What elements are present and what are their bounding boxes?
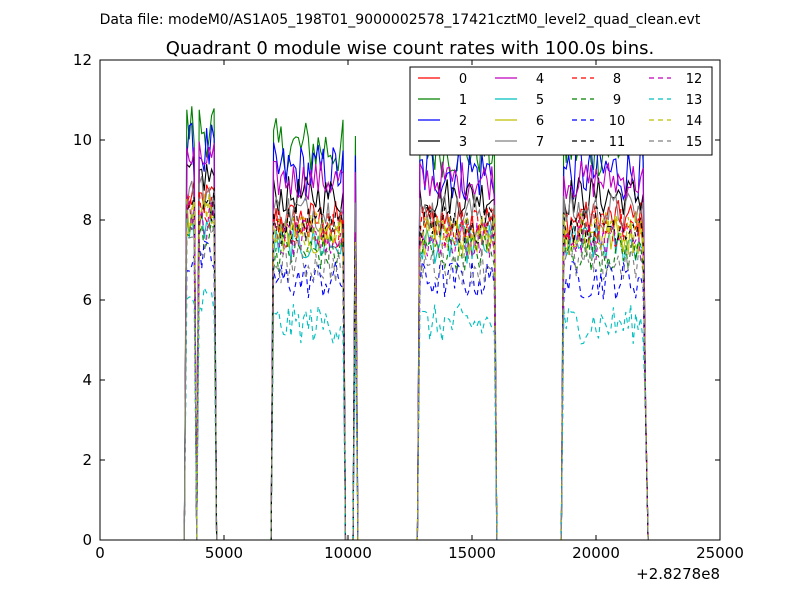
- series-line-9: [181, 215, 649, 541]
- plot-lines: [181, 106, 649, 541]
- series-line-15: [181, 223, 649, 541]
- x-tick-label: 0: [95, 544, 105, 562]
- series-line-4: [181, 141, 649, 541]
- legend-label: 4: [536, 72, 544, 87]
- legend-label: 14: [686, 114, 703, 129]
- x-tick-label: 20000: [572, 544, 620, 562]
- legend-label: 7: [536, 135, 544, 150]
- y-tick-label: 10: [73, 131, 92, 149]
- data-file-caption: Data file: modeM0/AS1A05_198T01_90000025…: [100, 12, 701, 28]
- series-line-8: [181, 190, 649, 541]
- legend-label: 15: [686, 135, 703, 150]
- y-tick-label: 6: [82, 291, 92, 309]
- y-tick-label: 8: [82, 211, 92, 229]
- legend-label: 12: [686, 72, 703, 87]
- legend-label: 1: [459, 93, 467, 108]
- legend-label: 6: [536, 114, 544, 129]
- y-tick-label: 2: [82, 451, 92, 469]
- legend-label: 3: [459, 135, 467, 150]
- legend-label: 8: [613, 72, 621, 87]
- y-tick-label: 12: [73, 51, 92, 69]
- x-tick-label: 10000: [324, 544, 372, 562]
- legend-label: 9: [613, 93, 621, 108]
- legend-label: 0: [459, 72, 467, 87]
- legend-label: 5: [536, 93, 544, 108]
- x-offset-label: +2.8278e8: [636, 565, 720, 583]
- series-line-13: [181, 285, 649, 541]
- x-tick-label: 25000: [696, 544, 744, 562]
- x-tick-label: 5000: [205, 544, 243, 562]
- series-line-6: [181, 196, 649, 541]
- legend-label: 2: [459, 114, 467, 129]
- legend-box: [409, 66, 713, 156]
- x-tick-label: 15000: [448, 544, 496, 562]
- legend-label: 10: [609, 114, 626, 129]
- legend-label: 11: [609, 135, 626, 150]
- series-line-10: [181, 240, 649, 541]
- chart-title: Quadrant 0 module wise count rates with …: [166, 38, 655, 59]
- series-line-12: [181, 200, 649, 541]
- y-tick-label: 4: [82, 371, 92, 389]
- legend-label: 13: [686, 93, 703, 108]
- y-tick-label: 0: [82, 531, 92, 549]
- series-line-1: [181, 106, 649, 541]
